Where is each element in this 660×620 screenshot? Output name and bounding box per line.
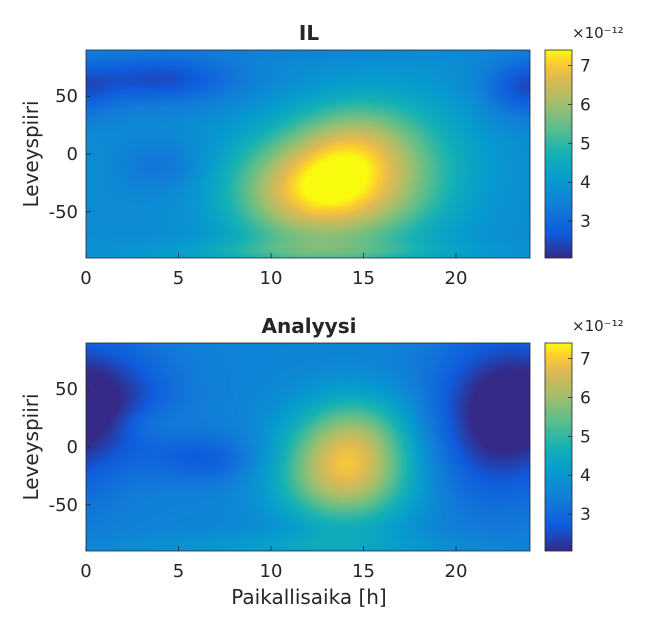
colorbar-tick-label: 5 <box>580 427 591 447</box>
colorbar-frame <box>544 342 573 552</box>
heatmap-image-analyysi <box>86 343 530 551</box>
colorbar-analyysi <box>545 343 572 551</box>
colorbar-il <box>545 50 572 258</box>
x-tick-label: 0 <box>80 561 91 582</box>
x-tick-label: 0 <box>80 268 91 289</box>
colorbar-tick-label: 6 <box>580 388 591 408</box>
x-tick-label: 20 <box>445 561 468 582</box>
colorbar-tick-label: 7 <box>580 350 591 370</box>
plot-title-analyysi: Analyysi <box>262 314 357 338</box>
x-tick-label: 20 <box>445 268 468 289</box>
x-tick-label: 15 <box>352 561 375 582</box>
y-axis-label-analyysi: Leveyspiiri <box>19 393 43 500</box>
colorbar-tick-label: 5 <box>580 134 591 154</box>
y-tick-label: 50 <box>55 379 78 400</box>
heatmap-panel-analyysi: Analyysi 0 5 10 15 20 -50 0 50 Leveyspiiri 3 4 5 6… <box>19 314 624 609</box>
colorbar-axis-analyysi: 3 4 5 6 7 <box>544 342 591 552</box>
axes-il: 0 5 10 15 20 -50 0 50 <box>49 49 531 289</box>
x-axis-label: Paikallisaika [h] <box>231 585 387 609</box>
colorbar-tick-label: 4 <box>580 173 591 193</box>
x-tick-label: 10 <box>260 561 283 582</box>
axes-analyysi: 0 5 10 15 20 -50 0 50 <box>49 342 531 582</box>
colorbar-exponent-analyysi: ×10⁻¹² <box>572 317 624 335</box>
colorbar-tick-label: 4 <box>580 466 591 486</box>
colorbar-exponent-il: ×10⁻¹² <box>572 24 624 42</box>
colorbar-tick-label: 3 <box>580 505 591 525</box>
colorbar-frame <box>544 49 573 259</box>
heatmap-image-il <box>86 50 530 258</box>
y-axis-label-il: Leveyspiiri <box>19 100 43 207</box>
y-tick-label: -50 <box>49 202 78 223</box>
x-tick-label: 5 <box>173 268 184 289</box>
y-tick-label: 0 <box>67 144 78 165</box>
colorbar-tick-label: 3 <box>580 212 591 232</box>
y-tick-label: 50 <box>55 86 78 107</box>
plot-title-il: IL <box>299 21 319 45</box>
colorbar-tick-label: 6 <box>580 95 591 115</box>
x-tick-label: 10 <box>260 268 283 289</box>
x-tick-label: 15 <box>352 268 375 289</box>
heatmap-panel-il: IL 0 5 10 15 20 -50 0 50 Leveyspiiri 3 4 5 6 7 ×10⁻… <box>19 21 624 289</box>
colorbar-tick-label: 7 <box>580 57 591 77</box>
y-tick-label: -50 <box>49 495 78 516</box>
y-tick-label: 0 <box>67 437 78 458</box>
x-tick-label: 5 <box>173 561 184 582</box>
colorbar-axis-il: 3 4 5 6 7 <box>544 49 591 259</box>
